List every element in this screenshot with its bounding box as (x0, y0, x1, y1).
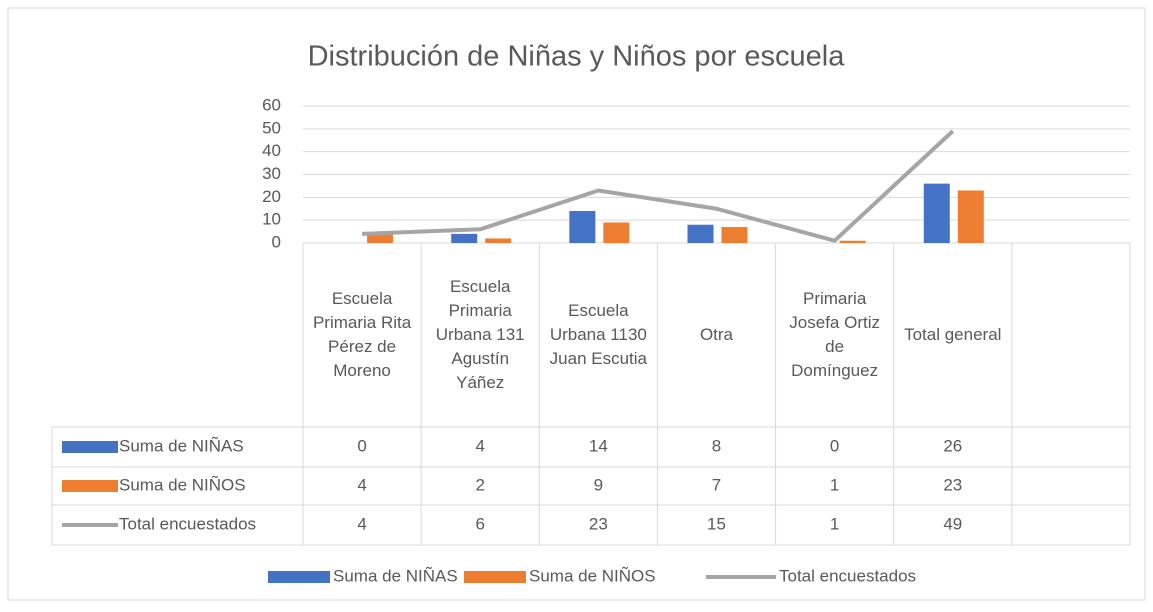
chart-title: Distribución de Niñas y Niños por escuel… (308, 41, 846, 73)
x-tick-label: Escuela Primaria Urbana 131 Agustín Yáñe… (435, 277, 525, 392)
bar (603, 222, 630, 243)
legend-label: Suma de NIÑOS (529, 566, 656, 585)
y-tick-label: 10 (262, 210, 281, 229)
chart-border (7, 7, 1146, 601)
y-tick-label: 60 (262, 95, 281, 114)
table-cell: 0 (830, 436, 839, 455)
table-cell: 1 (830, 475, 839, 494)
table-cell: 4 (357, 514, 366, 533)
bar (569, 211, 596, 243)
x-tick-label: Total general (904, 325, 1002, 344)
table-cell: 6 (475, 514, 484, 533)
x-tick-label: Escuela Primaria Rita Pérez de Moreno (312, 289, 412, 380)
legend-label: Suma de NIÑAS (333, 566, 458, 585)
table-cell: 49 (943, 514, 962, 533)
table-cell: 4 (357, 475, 366, 494)
bar (721, 227, 748, 243)
table-cell: 4 (475, 436, 484, 455)
y-tick-label: 0 (272, 232, 281, 251)
bar (839, 240, 866, 243)
y-tick-label: 50 (262, 118, 281, 137)
table-cell: 8 (712, 436, 721, 455)
legend-key (464, 571, 526, 583)
table-cell: 14 (589, 436, 608, 455)
legend-key (268, 571, 330, 583)
table-cell: 7 (712, 475, 721, 494)
legend-label: Total encuestados (779, 566, 916, 585)
table-row-label: Suma de NIÑAS (119, 436, 244, 455)
table-row-label: Total encuestados (119, 514, 256, 533)
table-cell: 1 (830, 514, 839, 533)
y-tick-label: 30 (262, 164, 281, 183)
table-cell: 2 (475, 475, 484, 494)
bar (957, 190, 984, 243)
bar (451, 233, 478, 243)
bar (367, 233, 394, 243)
table-cell: 15 (707, 514, 726, 533)
table-cell: 26 (943, 436, 962, 455)
line (361, 129, 955, 243)
bar (687, 224, 714, 243)
y-tick-label: 40 (262, 141, 281, 160)
x-tick-label: Primaria Josefa Ortiz de Domínguez (789, 289, 880, 380)
table-cell: 9 (594, 475, 603, 494)
bar (485, 238, 512, 243)
x-tick-label: Escuela Urbana 1130 Juan Escutia (549, 301, 648, 368)
table-cell: 23 (589, 514, 608, 533)
table-cell: 0 (357, 436, 366, 455)
legend-key (62, 441, 118, 453)
table-cell: 23 (943, 475, 962, 494)
table-row-label: Suma de NIÑOS (119, 475, 246, 494)
x-tick-label: Otra (699, 325, 734, 344)
legend-key (62, 480, 118, 492)
y-tick-label: 20 (262, 187, 281, 206)
bar (923, 183, 950, 243)
